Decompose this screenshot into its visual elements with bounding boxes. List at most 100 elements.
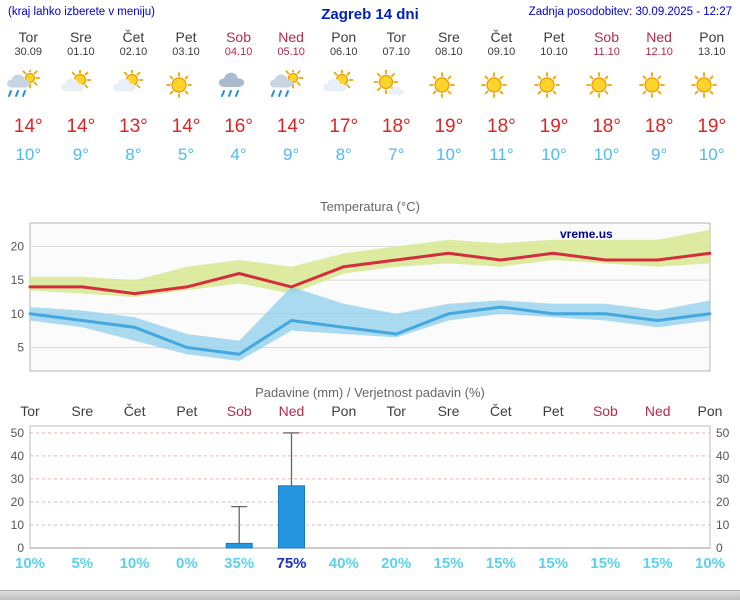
forecast-day-1[interactable]: Tor 30.09 14° 10°: [2, 29, 55, 165]
partly-cloudy-icon: [317, 70, 370, 100]
day-date: 08.10: [435, 46, 463, 58]
day-name: Sre: [69, 29, 92, 45]
precip-y-tick-left: 20: [11, 495, 25, 509]
forecast-day-7[interactable]: Pon 06.10 17° 8°: [317, 29, 370, 165]
precip-y-tick-right: 50: [716, 426, 730, 440]
day-high-temp: 13°: [119, 116, 148, 137]
day-low-temp: 9°: [72, 145, 89, 164]
precip-probability: 15%: [433, 555, 463, 572]
horizontal-scrollbar[interactable]: [0, 590, 740, 600]
forecast-day-10[interactable]: Čet 09.10 18° 11°: [475, 29, 528, 165]
day-name: Čet: [122, 29, 145, 45]
day-name: Sre: [437, 29, 460, 45]
watermark: vreme.us: [560, 227, 613, 241]
day-low-temp: 4°: [230, 145, 247, 164]
sunny-icon: [633, 70, 686, 100]
sunny-icon: [685, 70, 738, 100]
day-name: Tor: [386, 29, 406, 45]
day-low-temp: 10°: [593, 145, 620, 164]
page-title: Zagreb 14 dni: [321, 6, 419, 23]
sunny-icon: [528, 70, 581, 100]
precip-probability: 15%: [643, 555, 673, 572]
day-name: Tor: [18, 29, 38, 45]
precip-day-label: Pon: [698, 403, 723, 419]
sunny-icon: [423, 70, 476, 100]
forecast-day-12[interactable]: Sob 11.10 18° 10°: [580, 29, 633, 165]
precip-day-label: Pet: [176, 403, 197, 419]
forecast-day-6[interactable]: Ned 05.10 14° 9°: [265, 29, 318, 165]
day-low-temp: 7°: [388, 145, 405, 164]
precip-probability: 0%: [176, 555, 198, 572]
partly-cloudy-icon: [55, 70, 108, 100]
rain-sun-icon: [2, 70, 55, 100]
precip-day-label: Tor: [386, 403, 406, 419]
day-high-temp: 14°: [66, 116, 96, 137]
day-low-temp: 8°: [125, 145, 142, 164]
day-name: Pon: [331, 29, 357, 45]
day-high-temp: 18°: [644, 116, 674, 137]
day-date: 30.09: [14, 46, 43, 58]
day-date: 04.10: [224, 46, 253, 58]
day-high-temp: 18°: [592, 116, 621, 137]
forecast-day-11[interactable]: Pet 10.10 19° 10°: [528, 29, 581, 165]
temperature-chart: 5 10 15 20 vreme.us: [11, 222, 712, 372]
temp-y-tick: 15: [11, 273, 25, 287]
day-date: 02.10: [119, 46, 148, 58]
forecast-day-2[interactable]: Sre 01.10 14° 9°: [55, 29, 108, 165]
day-high-temp: 14°: [276, 116, 306, 137]
sunny-icon: [160, 70, 213, 100]
day-low-temp: 9°: [283, 145, 300, 164]
day-name: Sob: [226, 29, 252, 45]
day-high-temp: 18°: [487, 116, 516, 137]
precip-y-tick-left: 30: [11, 472, 25, 486]
day-low-temp: 11°: [489, 145, 514, 164]
day-high-temp: 18°: [381, 116, 411, 137]
precip-plot-area: [29, 425, 711, 549]
day-high-temp: 17°: [329, 116, 359, 137]
day-high-temp: 19°: [434, 116, 464, 137]
precip-probability: 75%: [276, 555, 306, 572]
precip-probability: 15%: [486, 555, 516, 572]
forecast-day-3[interactable]: Čet 02.10 13° 8°: [107, 29, 160, 165]
precip-day-label: Sre: [71, 403, 93, 419]
day-name: Pet: [543, 29, 565, 45]
last-updated: Zadnja posodobitev: 30.09.2025 - 12:27: [528, 6, 732, 18]
forecast-day-5[interactable]: Sob 04.10 16° 4°: [212, 29, 265, 165]
precip-y-tick-right: 10: [716, 518, 730, 532]
precip-probability: 15%: [590, 555, 620, 572]
precip-day-label: Čet: [124, 403, 146, 419]
forecast-day-13[interactable]: Ned 12.10 18° 9°: [633, 29, 686, 165]
forecast-day-8[interactable]: Tor 07.10 18° 7°: [370, 29, 423, 165]
forecast-day-14[interactable]: Pon 13.10 19° 10°: [685, 29, 738, 165]
precip-day-label: Ned: [645, 403, 671, 419]
day-date: 09.10: [487, 46, 516, 58]
precip-day-label: Sob: [593, 403, 618, 419]
day-low-temp: 10°: [698, 145, 725, 164]
day-date: 11.10: [593, 46, 620, 58]
precip-probability: 10%: [695, 555, 725, 572]
day-low-temp: 10°: [435, 145, 462, 164]
header: (kraj lahko izberete v meniju) Zagreb 14…: [0, 0, 740, 23]
precip-chart-title: Padavine (mm) / Verjetnost padavin (%): [255, 385, 485, 400]
precip-y-tick-right: 40: [716, 449, 730, 463]
precip-bar: [278, 485, 305, 549]
day-name: Pon: [699, 29, 725, 45]
forecast-day-4[interactable]: Pet 03.10 14° 5°: [160, 29, 213, 165]
precip-day-label: Tor: [20, 403, 40, 419]
precipitation-chart: Tor Sre Čet Pet Sob Ned Pon Tor Sre Čet Pet Sob Ned P…: [11, 403, 730, 572]
day-date: 06.10: [329, 46, 358, 58]
day-name: Sob: [594, 29, 620, 45]
day-date: 10.10: [540, 46, 568, 58]
day-date: 13.10: [697, 46, 726, 58]
heavy-rain-icon: [212, 70, 265, 100]
temp-y-tick: 5: [17, 340, 24, 354]
sunny-icon: [475, 70, 528, 100]
temp-y-tick: 20: [11, 240, 25, 254]
day-low-temp: 10°: [15, 145, 42, 164]
precip-day-label: Sre: [438, 403, 460, 419]
forecast-day-9[interactable]: Sre 08.10 19° 10°: [423, 29, 476, 165]
precip-y-tick-right: 20: [716, 495, 730, 509]
tmin-uncertainty-band: [30, 286, 710, 361]
day-name: Pet: [175, 29, 197, 45]
